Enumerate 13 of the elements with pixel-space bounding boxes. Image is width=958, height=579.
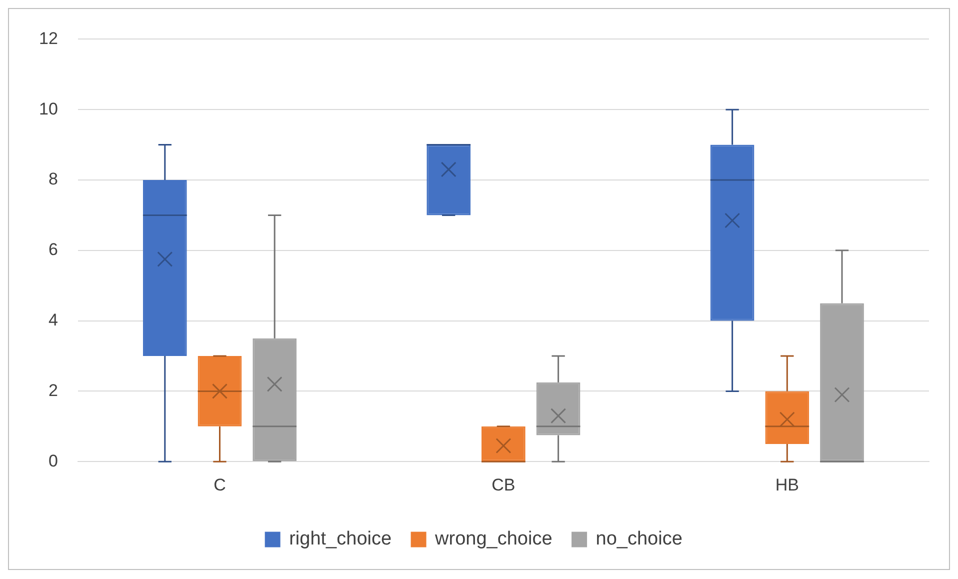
y-tick-label: 10: [38, 99, 58, 118]
y-tick-label: 12: [38, 28, 58, 48]
legend-label: right_choice: [289, 528, 392, 550]
y-tick-label: 4: [48, 310, 58, 330]
y-tick-label: 0: [48, 451, 58, 470]
y-tick-label: 2: [48, 380, 58, 400]
legend-label: no_choice: [596, 528, 682, 550]
x-tick-label: CB: [492, 475, 516, 494]
y-tick-label: 6: [48, 240, 58, 260]
x-tick-label: C: [214, 475, 226, 494]
legend-label: wrong_choice: [434, 528, 552, 550]
y-tick-label: 8: [48, 170, 58, 189]
x-tick-label: HB: [775, 475, 799, 494]
